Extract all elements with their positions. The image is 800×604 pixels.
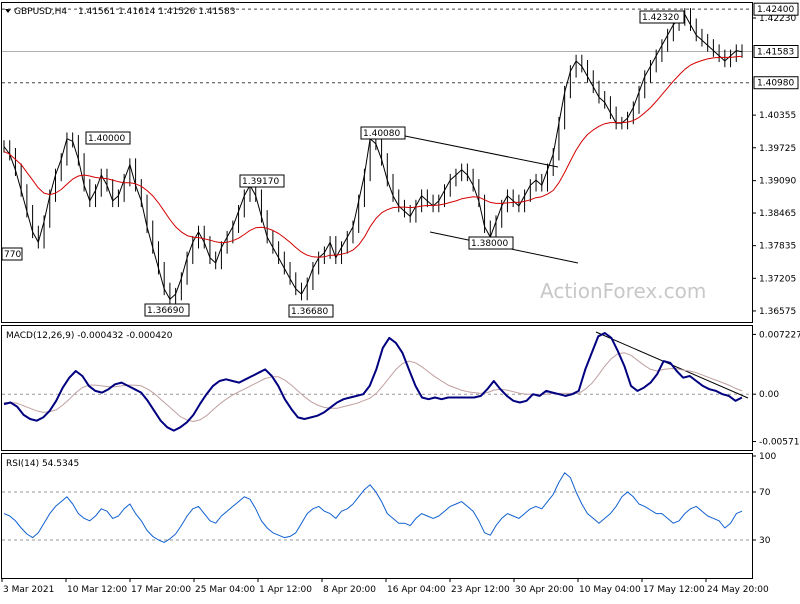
callout-label: 1.42320 <box>642 13 679 23</box>
x-axis-ticks: 3 Mar 2021 10 Mar 12:00 17 Mar 20:00 25 Mar… <box>1 578 769 595</box>
callout-box <box>239 174 285 188</box>
rsi-axis-tick-label: 70 <box>759 488 771 498</box>
callout-label: 1.40000 <box>88 134 125 144</box>
callout-label: 770 <box>4 250 21 260</box>
price-axis-tick-label: 1.38465 <box>759 209 796 219</box>
x-tick-label: 25 Mar 04:00 <box>195 585 255 595</box>
price-axis-box-label: 1.42400 <box>757 5 794 15</box>
callout-label: 1.40080 <box>363 129 400 139</box>
price-axis-tick-label: 1.37835 <box>759 242 796 252</box>
watermark: ActionForex.com <box>540 279 706 303</box>
rsi-axis-tick-label: 100 <box>759 452 776 462</box>
price-series <box>3 8 743 306</box>
price-axis-box-label: 1.41583 <box>757 48 794 58</box>
callout-label: 1.36690 <box>147 306 184 316</box>
price-callouts: 770 1.40000 1.39170 1.36690 1.36680 1.40080 1.… <box>1 10 685 318</box>
x-tick-label: 30 Apr 20:00 <box>515 585 574 595</box>
callout-box <box>1 247 23 261</box>
price-axis-tick-label: 1.39090 <box>759 177 796 187</box>
callout-label: 1.38000 <box>471 239 508 249</box>
rsi-title: RSI(14) 54.5345 <box>6 459 79 469</box>
channel-upper-trendline <box>404 135 559 168</box>
price-axis-tick-label: 1.36575 <box>759 307 796 317</box>
callout-box <box>144 303 190 317</box>
price-axis-tick-label: 1.40355 <box>759 111 796 121</box>
x-tick-label: 1 Apr 12:00 <box>259 585 312 595</box>
callout-label: 1.39170 <box>242 177 279 187</box>
macd-axis-tick-label: -0.005714 <box>759 437 800 447</box>
macd-panel <box>1 325 753 451</box>
rsi-line <box>3 472 743 543</box>
callout-box <box>360 126 406 140</box>
price-panel <box>1 2 753 323</box>
callout-box <box>288 304 334 318</box>
x-tick-label: 17 May 12:00 <box>643 585 705 595</box>
symbol-label: GBPUSD,H4 <box>14 7 67 17</box>
price-axis-box <box>753 2 799 16</box>
macd-line <box>3 332 743 432</box>
y-axis-ticks: 1.42230 1.40355 1.39725 1.39090 1.38465 1.378… <box>752 14 800 546</box>
moving-average-line <box>3 55 743 258</box>
x-tick-label: 10 May 04:00 <box>579 585 641 595</box>
price-axis-tick-label: 1.37205 <box>759 274 796 284</box>
rsi-series <box>3 472 743 543</box>
x-tick-label: 3 Mar 2021 <box>3 585 54 595</box>
x-tick-label: 24 May 20:00 <box>707 585 769 595</box>
chart-header: GBPUSD,H4 1.41561 1.41614 1.41526 1.4158… <box>5 7 235 17</box>
callout-box <box>468 236 514 250</box>
dropdown-arrow-icon <box>5 9 11 13</box>
macd-series <box>3 332 743 432</box>
callout-box <box>639 10 685 24</box>
x-tick-label: 16 Apr 04:00 <box>387 585 446 595</box>
x-tick-label: 8 Apr 20:00 <box>323 585 376 595</box>
callout-box <box>85 131 131 145</box>
ohlc-label: 1.41561 1.41614 1.41526 1.41583 <box>78 7 235 17</box>
price-axis-tick-label: 1.42230 <box>759 14 796 24</box>
x-tick-label: 17 Mar 20:00 <box>131 585 191 595</box>
price-axis-boxes: 1.42400 1.40980 1.41583 <box>753 2 799 90</box>
price-axis-box <box>753 45 799 59</box>
macd-title: MACD(12,26,9) -0.000432 -0.000420 <box>6 331 173 341</box>
macd-axis-tick-label: 0.00 <box>759 390 779 400</box>
x-tick-label: 10 Mar 12:00 <box>67 585 127 595</box>
price-axis-box <box>753 76 799 90</box>
callout-label: 1.36680 <box>291 307 328 317</box>
price-axis-tick-label: 1.39725 <box>759 144 796 154</box>
rsi-axis-tick-label: 30 <box>759 536 771 546</box>
rsi-panel <box>1 453 753 579</box>
price-axis-box-label: 1.40980 <box>757 79 794 89</box>
macd-axis-tick-label: 0.007227 <box>759 330 800 340</box>
x-tick-label: 23 Apr 12:00 <box>451 585 510 595</box>
